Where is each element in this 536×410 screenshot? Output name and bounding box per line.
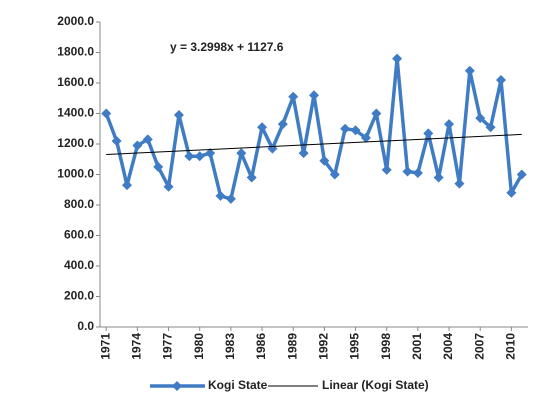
trend-line — [106, 133, 522, 156]
point — [433, 172, 444, 183]
y-tick-label: 400.0 — [64, 258, 94, 272]
legend-label: Linear (Kogi State) — [322, 378, 429, 392]
point — [402, 166, 413, 177]
trend-equation: y = 3.2998x + 1127.6 — [170, 40, 284, 54]
point — [319, 155, 330, 166]
point — [205, 148, 216, 159]
y-tick-label: 2000.0 — [57, 14, 94, 28]
point — [485, 122, 496, 133]
point — [329, 169, 340, 180]
point — [392, 53, 403, 64]
point — [122, 180, 133, 191]
point — [444, 119, 455, 130]
point — [288, 91, 299, 102]
point — [173, 110, 184, 121]
point — [153, 161, 164, 172]
x-tick-label: 1992 — [317, 333, 331, 360]
point — [381, 164, 392, 175]
legend-label: Kogi State — [208, 378, 268, 392]
x-tick-label: 2007 — [472, 333, 486, 360]
point — [506, 187, 517, 198]
x-tick-label: 1986 — [254, 333, 268, 360]
x-tick-label: 1989 — [285, 333, 299, 360]
x-tick-label: 1974 — [130, 333, 144, 360]
y-tick-label: 1000.0 — [57, 167, 94, 181]
x-tick-label: 2001 — [410, 333, 424, 360]
point — [142, 134, 153, 145]
legend-marker — [172, 381, 182, 391]
x-tick-label: 1998 — [379, 333, 393, 360]
point — [184, 151, 195, 162]
x-tick-label: 1977 — [161, 333, 175, 360]
point — [132, 140, 143, 151]
point — [101, 108, 112, 119]
point — [257, 122, 268, 133]
point — [475, 113, 486, 124]
point — [215, 190, 226, 201]
point — [111, 135, 122, 146]
point — [495, 74, 506, 85]
y-tick-label: 1600.0 — [57, 75, 94, 89]
x-tick-label: 1983 — [223, 333, 237, 360]
series-line — [104, 56, 524, 201]
y-tick-label: 1400.0 — [57, 106, 94, 120]
point — [350, 125, 361, 136]
y-tick-label: 1800.0 — [57, 45, 94, 59]
y-tick-label: 200.0 — [64, 289, 94, 303]
point — [225, 193, 236, 204]
point — [371, 108, 382, 119]
x-tick-label: 2004 — [441, 333, 455, 360]
point — [309, 90, 319, 101]
y-tick-label: 0.0 — [77, 319, 94, 333]
point — [163, 181, 174, 192]
point — [464, 65, 475, 76]
x-tick-label: 1980 — [192, 333, 206, 360]
point — [412, 167, 423, 178]
point — [236, 148, 247, 159]
y-tick-label: 1200.0 — [57, 136, 94, 150]
point — [298, 148, 309, 159]
point — [360, 132, 371, 143]
y-tick-label: 600.0 — [64, 228, 94, 242]
point — [516, 169, 527, 180]
x-tick-label: 2010 — [504, 333, 518, 360]
x-tick-label: 1971 — [98, 333, 112, 360]
point — [423, 128, 434, 139]
point — [246, 172, 257, 183]
point — [277, 119, 288, 130]
point — [340, 123, 351, 134]
y-tick-label: 800.0 — [64, 197, 94, 211]
point — [454, 178, 465, 189]
point — [194, 151, 205, 162]
x-tick-label: 1995 — [348, 333, 362, 360]
